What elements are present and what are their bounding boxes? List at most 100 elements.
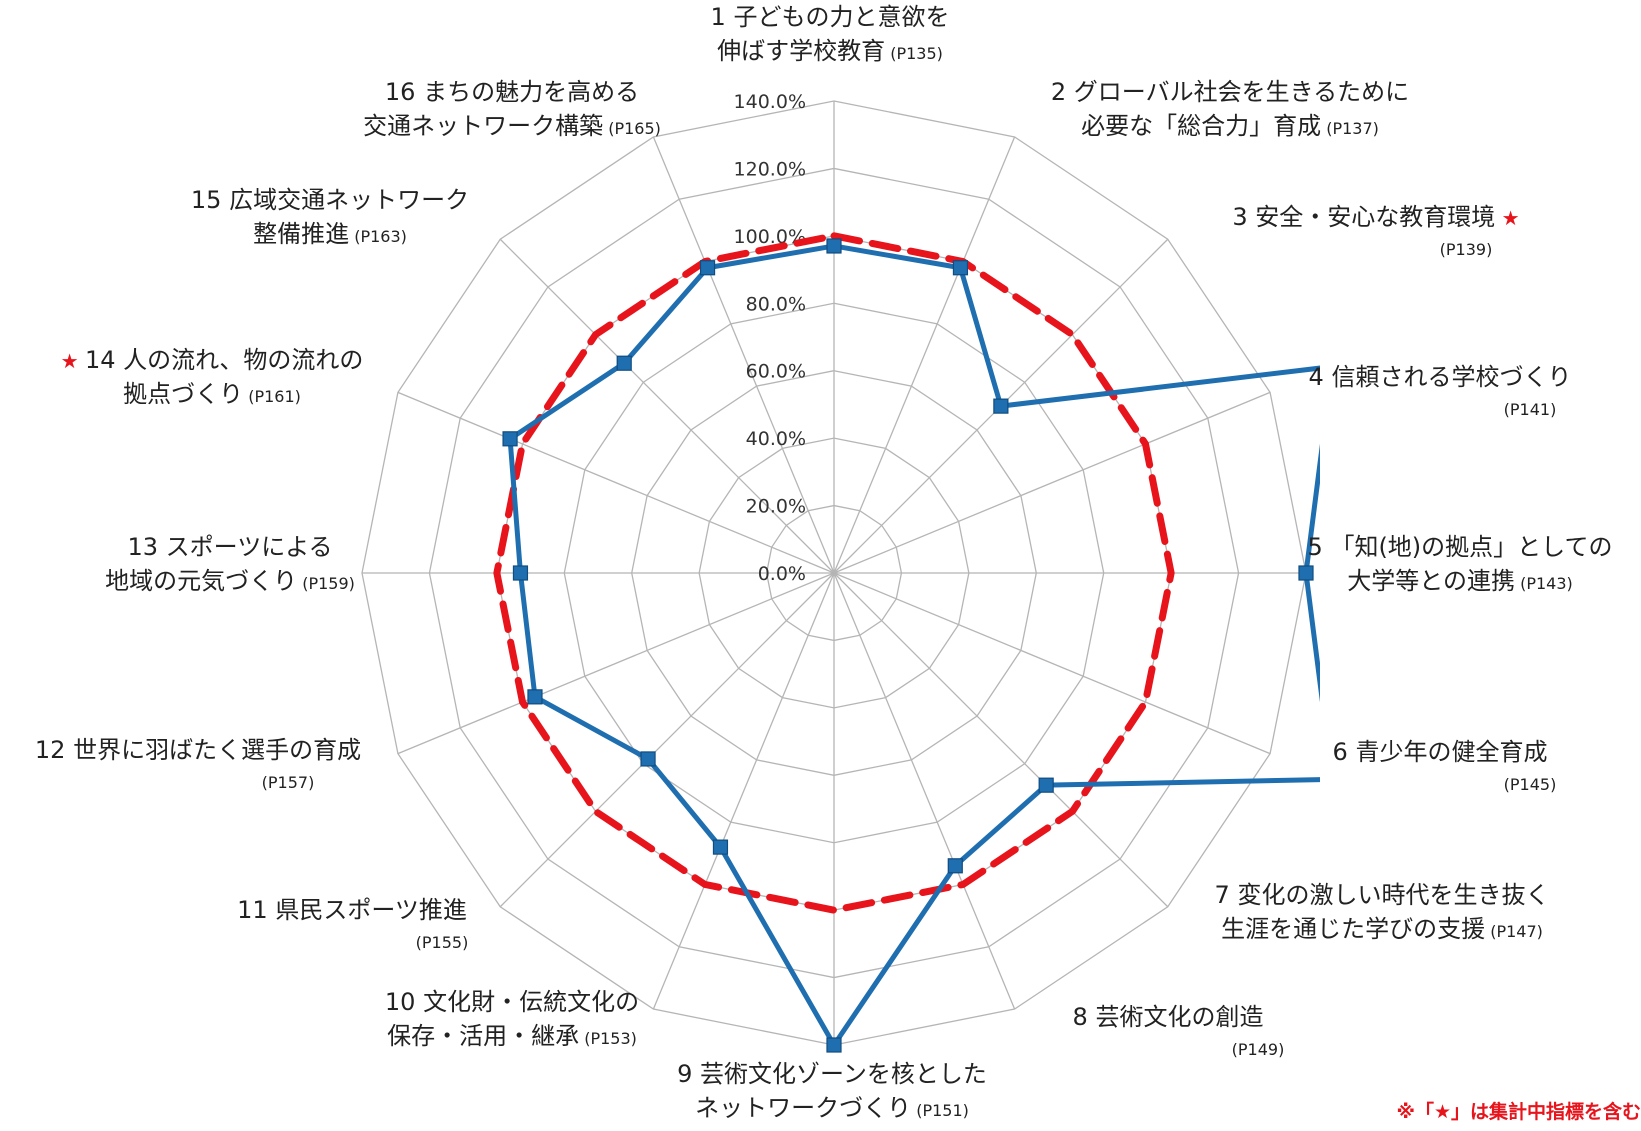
category-label-11: 11 県民スポーツ推進 (P155) xyxy=(237,896,468,952)
data-point xyxy=(947,858,963,874)
category-label-line: 拠点づくり (P161) xyxy=(123,380,301,408)
category-label-line: 必要な「総合力」育成 (P137) xyxy=(1081,112,1379,140)
tick-label: 40.0% xyxy=(746,428,806,450)
grid-spoke xyxy=(833,572,1271,755)
data-point xyxy=(512,565,529,581)
data-point xyxy=(712,839,729,855)
data-point xyxy=(952,260,969,276)
category-label-8: 8 芸術文化の創造 (P149) xyxy=(1073,1003,1285,1059)
tick-label: 60.0% xyxy=(746,361,806,383)
category-label-line: 生涯を通じた学びの支援 (P147) xyxy=(1221,915,1543,943)
category-label-line: 大学等との連携 (P143) xyxy=(1347,567,1573,595)
grid-spoke xyxy=(397,391,835,574)
page-ref: (P149) xyxy=(1232,1040,1285,1059)
page-ref: (P163) xyxy=(349,227,407,246)
grid-spoke xyxy=(833,572,1016,1010)
data-point xyxy=(502,431,518,447)
tick-label: 120.0% xyxy=(734,158,806,180)
category-label-line: 整備推進 (P163) xyxy=(253,220,407,248)
category-label-line: 保存・活用・継承 (P153) xyxy=(387,1022,637,1050)
data-point xyxy=(640,751,656,767)
category-label-6: 6 青少年の健全育成 (P145) xyxy=(1333,738,1557,794)
category-label-line: 9 芸術文化ゾーンを核とした xyxy=(677,1060,987,1088)
page-ref: (P151) xyxy=(911,1101,969,1120)
grid-spoke xyxy=(833,572,1169,908)
grid-spoke xyxy=(499,572,835,908)
page-ref: (P145) xyxy=(1504,775,1557,794)
category-label-line: ネットワークづくり (P151) xyxy=(695,1094,969,1122)
grid-spoke xyxy=(833,136,1016,574)
category-label-12: 12 世界に羽ばたく選手の育成 (P157) xyxy=(35,736,361,792)
page-ref: (P147) xyxy=(1485,922,1543,941)
page-ref: (P143) xyxy=(1515,574,1573,593)
radar-series xyxy=(493,232,1320,1053)
page-ref: (P153) xyxy=(579,1029,637,1048)
category-label-line: 3 安全・安心な教育環境 ★ xyxy=(1232,203,1519,231)
category-label-line: 16 まちの魅力を高める xyxy=(385,78,639,106)
category-label-line: 8 芸術文化の創造 xyxy=(1073,1003,1264,1031)
page-ref: (P159) xyxy=(297,574,355,593)
tick-label: 0.0% xyxy=(758,563,806,585)
tick-label: 80.0% xyxy=(746,293,806,315)
category-label-line: 11 県民スポーツ推進 xyxy=(237,896,467,924)
grid-spoke xyxy=(499,238,835,574)
category-label-3: 3 安全・安心な教育環境 ★ (P139) xyxy=(1232,203,1519,259)
grid-spoke xyxy=(652,572,835,1010)
radar-grid xyxy=(361,100,1307,1046)
footnote: ※「★」は集計中指標を含む xyxy=(1396,1100,1641,1123)
page-ref: (P141) xyxy=(1504,400,1557,419)
tick-label: 100.0% xyxy=(734,226,806,248)
category-label-line: ★ 14 人の流れ、物の流れの xyxy=(61,346,364,374)
page-ref: (P165) xyxy=(603,119,661,138)
category-label-line: 交通ネットワーク構築 (P165) xyxy=(363,112,661,140)
tick-label: 20.0% xyxy=(746,496,806,518)
page-ref: (P135) xyxy=(885,44,943,63)
category-label-line: 5 「知(地)の拠点」としての xyxy=(1308,533,1613,561)
data-point xyxy=(826,1037,842,1053)
category-label-line: 7 変化の激しい時代を生き抜く xyxy=(1215,881,1550,909)
category-label-line: 15 広域交通ネットワーク xyxy=(191,186,469,214)
page-ref: (P139) xyxy=(1440,240,1493,259)
page-ref: (P137) xyxy=(1321,119,1379,138)
category-label-line: 12 世界に羽ばたく選手の育成 xyxy=(35,736,361,764)
series-line-solid xyxy=(507,243,1320,1048)
data-point xyxy=(993,398,1009,414)
data-point xyxy=(699,260,716,276)
page-ref: (P161) xyxy=(243,387,301,406)
category-label-line: 伸ばす学校教育 (P135) xyxy=(717,37,943,65)
data-point xyxy=(826,238,842,254)
series-line-dashed xyxy=(493,232,1175,914)
data-point xyxy=(1038,777,1054,793)
star-icon: ★ xyxy=(1495,206,1519,230)
data-point xyxy=(527,689,543,705)
category-label-line: 4 信頼される学校づくり xyxy=(1309,363,1572,391)
data-point xyxy=(1298,565,1314,581)
grid-spoke xyxy=(652,136,835,574)
category-label-line: 1 子どもの力と意欲を xyxy=(711,3,950,31)
page-ref: (P155) xyxy=(416,933,469,952)
category-label-line: 2 グローバル社会を生きるために xyxy=(1051,78,1409,106)
category-label-line: 13 スポーツによる xyxy=(128,533,333,561)
category-label-line: 10 文化財・伝統文化の xyxy=(385,988,639,1016)
star-icon: ★ xyxy=(61,349,85,373)
grid-spoke xyxy=(397,572,835,755)
tick-label: 140.0% xyxy=(734,91,806,113)
page-ref: (P157) xyxy=(262,773,315,792)
category-label-line: 地域の元気づくり (P159) xyxy=(105,567,355,595)
category-label-line: 6 青少年の健全育成 xyxy=(1333,738,1548,766)
data-point xyxy=(616,355,632,371)
grid-spoke xyxy=(833,391,1271,574)
axis-tick-labels: 0.0% 20.0% 40.0% 60.0% 80.0% 100.0% 120.0% 140.… xyxy=(734,91,806,585)
